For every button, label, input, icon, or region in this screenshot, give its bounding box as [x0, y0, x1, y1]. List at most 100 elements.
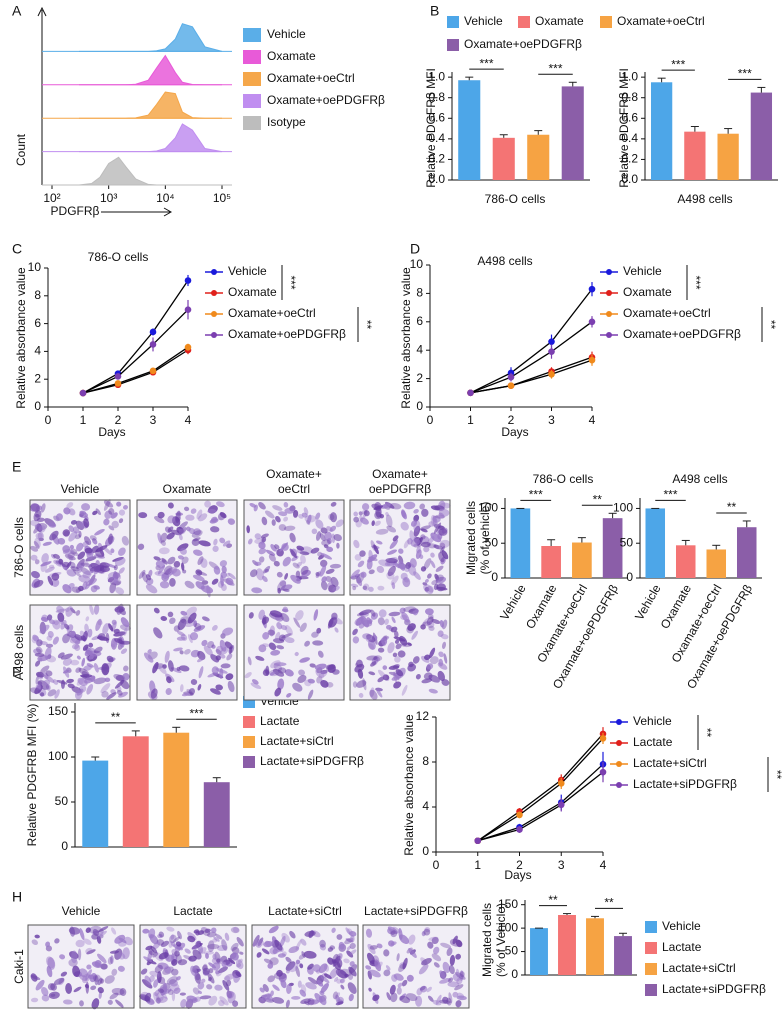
- cell: [199, 995, 212, 1000]
- cell: [349, 949, 357, 955]
- cell: [369, 945, 378, 950]
- cell: [49, 530, 59, 541]
- cell: [33, 526, 40, 534]
- cell: [390, 929, 396, 935]
- cell: [175, 976, 181, 981]
- cell: [353, 539, 360, 549]
- cell: [278, 524, 287, 531]
- column-label: Lactate: [173, 904, 213, 918]
- cell: [295, 965, 301, 978]
- cell: [336, 542, 340, 549]
- legend-label: Oxamate: [623, 285, 672, 299]
- cell: [90, 675, 96, 682]
- bar: [561, 86, 584, 180]
- cell: [222, 980, 230, 991]
- cell: [248, 612, 254, 619]
- cell: [399, 995, 411, 1004]
- x-tick-label: 0: [45, 413, 52, 427]
- cell: [314, 663, 327, 671]
- cell: [107, 576, 115, 583]
- cell: [100, 683, 111, 694]
- cell: [108, 508, 115, 515]
- cell: [270, 544, 277, 552]
- cell: [111, 927, 117, 935]
- y-tick-label: 12: [416, 709, 430, 723]
- cell: [62, 657, 72, 666]
- legend-swatch: [243, 94, 261, 108]
- cell: [81, 657, 86, 667]
- cell: [211, 962, 221, 971]
- cell: [54, 689, 60, 699]
- cell: [427, 585, 434, 593]
- cell: [398, 560, 406, 571]
- significance-label: ***: [738, 67, 752, 81]
- cell: [158, 996, 168, 1003]
- cell: [389, 539, 398, 549]
- cell: [283, 516, 289, 522]
- cell: [275, 631, 281, 641]
- cell: [361, 503, 370, 511]
- cell: [215, 933, 223, 940]
- bar: [736, 527, 757, 578]
- cell: [221, 961, 227, 968]
- significance-label: **: [548, 893, 558, 907]
- cell: [197, 657, 204, 663]
- cell: [254, 533, 262, 540]
- cell: [113, 628, 120, 634]
- cell: [70, 520, 78, 525]
- y-axis-label: Relative PDGFRβ MFI: [424, 68, 438, 188]
- cell: [61, 561, 70, 568]
- cell: [262, 575, 268, 582]
- cell: [107, 999, 113, 1005]
- cell: [407, 934, 416, 945]
- cell: [393, 681, 402, 689]
- y-tick-label: 0: [422, 844, 429, 858]
- cell: [44, 674, 55, 683]
- y-tick-label: 0: [61, 839, 68, 853]
- cell: [349, 942, 356, 950]
- cell: [117, 637, 123, 644]
- cell: [329, 967, 339, 979]
- cell: [439, 970, 446, 979]
- cell: [408, 948, 417, 958]
- cell: [225, 577, 234, 586]
- cell: [326, 526, 333, 532]
- cell: [187, 935, 196, 943]
- bar: [558, 915, 576, 975]
- cell: [437, 662, 448, 670]
- cell: [174, 950, 180, 957]
- cell: [158, 952, 169, 960]
- cell: [94, 528, 105, 536]
- micrograph-frame: [349, 604, 451, 701]
- bar: [203, 782, 230, 847]
- cell: [441, 550, 449, 560]
- cell: [354, 554, 362, 561]
- x-tick-label: 1: [467, 413, 474, 427]
- cell: [179, 992, 186, 996]
- cell: [114, 557, 126, 566]
- cell: [93, 677, 107, 685]
- bar: [527, 134, 550, 180]
- cell: [79, 1000, 84, 1007]
- cell: [459, 970, 464, 981]
- cell: [267, 629, 276, 636]
- cell: [438, 552, 445, 563]
- cell: [74, 634, 84, 641]
- micrograph-frame: [29, 499, 131, 596]
- cell: [68, 525, 75, 533]
- cell: [197, 513, 208, 522]
- cell: [440, 633, 449, 640]
- cell: [393, 973, 404, 981]
- cell: [286, 692, 292, 698]
- cell: [40, 561, 48, 573]
- cell: [299, 551, 310, 556]
- cell: [153, 607, 160, 614]
- cell: [296, 545, 305, 551]
- significance-label: **: [111, 710, 121, 724]
- cell: [104, 510, 113, 519]
- cell: [269, 957, 279, 966]
- cell: [103, 518, 110, 526]
- significance-label: ***: [671, 57, 685, 71]
- cell: [213, 936, 220, 942]
- cell: [208, 995, 218, 1006]
